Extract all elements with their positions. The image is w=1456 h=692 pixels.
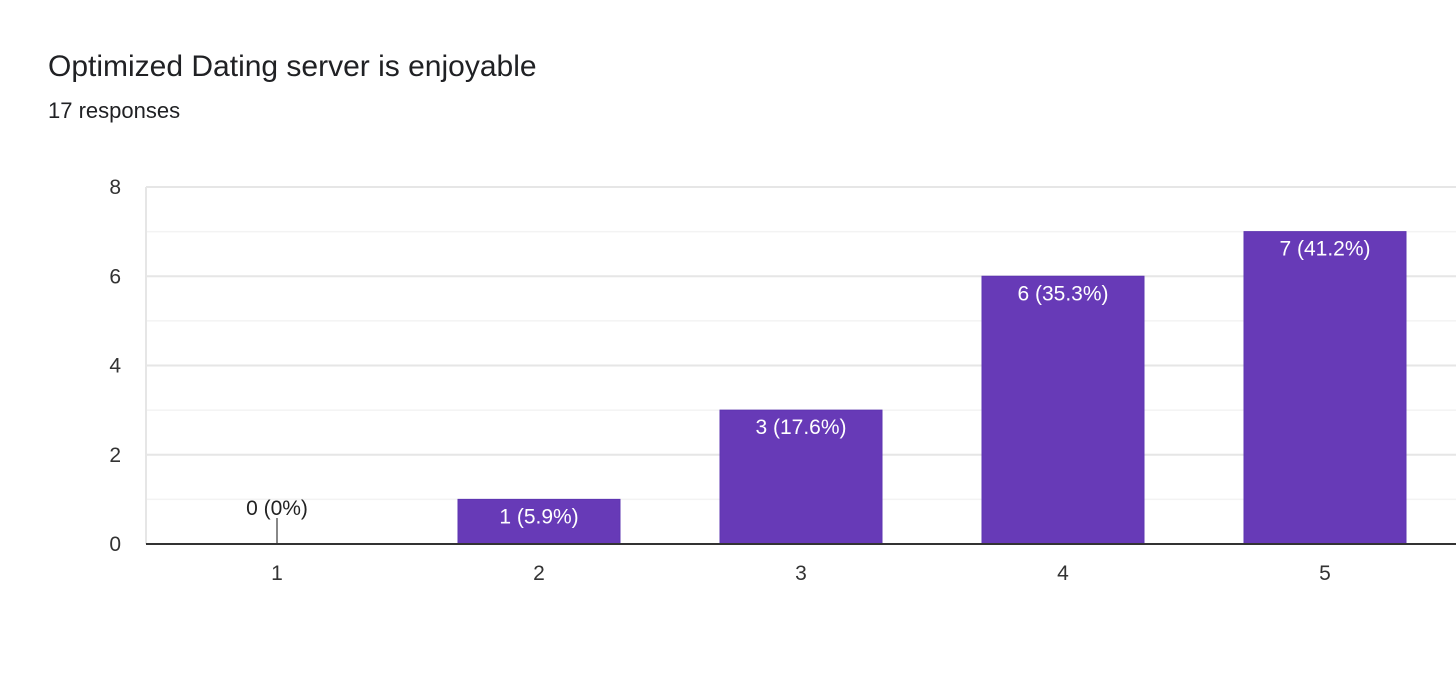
x-tick-label-5: 5 bbox=[1319, 562, 1331, 585]
x-tick-label-4: 4 bbox=[1057, 562, 1069, 585]
y-tick-label: 4 bbox=[109, 355, 121, 378]
x-tick-label-1: 1 bbox=[271, 562, 283, 585]
data-label-3: 3 (17.6%) bbox=[755, 416, 846, 439]
bars bbox=[276, 231, 1407, 545]
data-label-5: 7 (41.2%) bbox=[1279, 238, 1370, 261]
data-label-2: 1 (5.9%) bbox=[499, 505, 578, 528]
response-count: 17 responses bbox=[48, 98, 181, 123]
data-labels: 0 (0%) 1 (5.9%) 3 (17.6%) 6 (35.3%) 7 (41.2%… bbox=[246, 238, 1370, 529]
y-tick-label: 6 bbox=[109, 265, 121, 288]
y-tick-label: 2 bbox=[109, 444, 121, 467]
x-tick-label-2: 2 bbox=[533, 562, 545, 585]
bar-5 bbox=[1243, 231, 1407, 545]
x-tick-label-3: 3 bbox=[795, 562, 807, 585]
bar-4 bbox=[981, 275, 1145, 545]
data-label-4: 6 (35.3%) bbox=[1017, 282, 1108, 305]
grid-lines bbox=[145, 186, 1456, 544]
chart-title: Optimized Dating server is enjoyable bbox=[48, 50, 537, 83]
y-axis-ticks: 0 2 4 6 8 bbox=[109, 176, 121, 556]
y-tick-label: 8 bbox=[109, 176, 121, 199]
x-axis-ticks: 1 2 3 4 5 bbox=[271, 562, 1331, 585]
data-label-1: 0 (0%) bbox=[246, 497, 308, 520]
y-tick-label: 0 bbox=[109, 533, 121, 556]
